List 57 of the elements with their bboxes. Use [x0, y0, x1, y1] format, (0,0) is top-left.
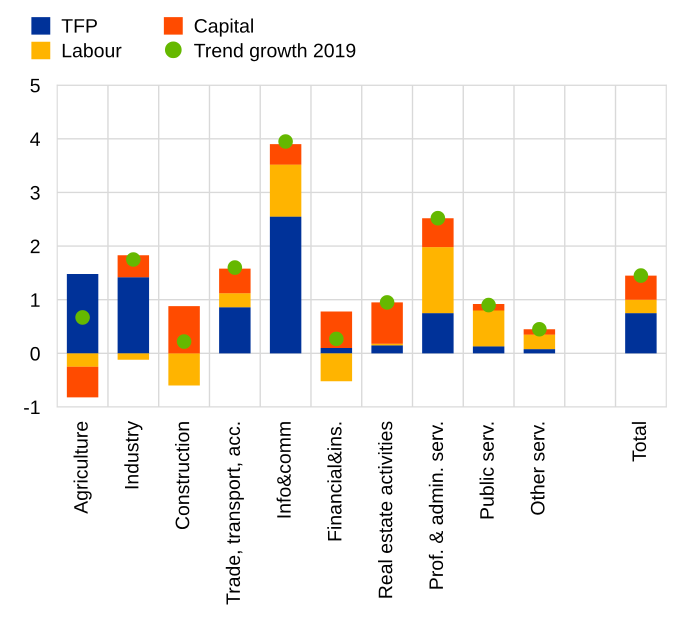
y-tick-label: 3	[30, 186, 40, 200]
point	[430, 210, 446, 226]
point	[380, 295, 394, 310]
bar	[270, 144, 302, 165]
bar	[524, 334, 556, 350]
bar	[625, 300, 657, 314]
bar	[270, 164, 302, 217]
bar	[168, 353, 200, 386]
bar	[118, 353, 150, 360]
y-tick-label: 2	[30, 240, 40, 254]
x-tick-label: Info&comm	[276, 422, 291, 518]
bar	[320, 353, 352, 382]
bar	[270, 216, 302, 354]
x-tick-label: Public serv.	[480, 422, 494, 518]
legend-label: Labour	[62, 43, 122, 58]
y-tick-label: 1	[31, 293, 40, 307]
bar	[371, 345, 403, 354]
point	[228, 260, 242, 275]
point	[532, 322, 547, 337]
y-tick-label: -1	[24, 400, 40, 414]
bar	[118, 277, 150, 354]
bar	[219, 268, 251, 294]
point	[634, 268, 648, 283]
legend-label: TFP	[62, 19, 97, 33]
x-tick-label: Construction	[175, 422, 190, 530]
bar	[472, 310, 504, 346]
x-tick-label: Agriculture	[74, 422, 92, 514]
x-tick-label: Financial&ins.	[327, 422, 342, 540]
x-tick-label: Total	[632, 422, 646, 462]
x-tick-label: Industry	[124, 420, 142, 488]
bar	[422, 218, 454, 248]
bar	[219, 293, 251, 308]
x-tick-label: Prof. & admin. serv.	[428, 422, 444, 589]
bar	[219, 307, 251, 354]
point	[481, 298, 496, 312]
bar	[66, 366, 98, 398]
point	[329, 332, 344, 346]
bar	[371, 302, 403, 344]
point	[278, 134, 293, 149]
bar	[422, 313, 454, 354]
y-tick-label: 4	[30, 132, 40, 146]
bar	[524, 349, 556, 354]
y-tick-label: 5	[30, 78, 40, 92]
legend-label: Trend growth 2019	[194, 43, 356, 62]
bar	[422, 247, 454, 314]
x-tick-label: Other serv.	[530, 422, 545, 515]
bar	[66, 274, 98, 354]
bar	[320, 348, 352, 354]
legend-label: Capital	[194, 18, 253, 37]
bar	[625, 313, 657, 354]
point	[176, 334, 192, 349]
bar	[66, 353, 98, 367]
y-tick-label: 0	[30, 346, 40, 361]
point	[75, 310, 90, 325]
bar	[472, 346, 504, 354]
x-tick-label: Real estate activities	[378, 422, 392, 598]
x-tick-label: Trade, transport, acc.	[226, 422, 244, 604]
